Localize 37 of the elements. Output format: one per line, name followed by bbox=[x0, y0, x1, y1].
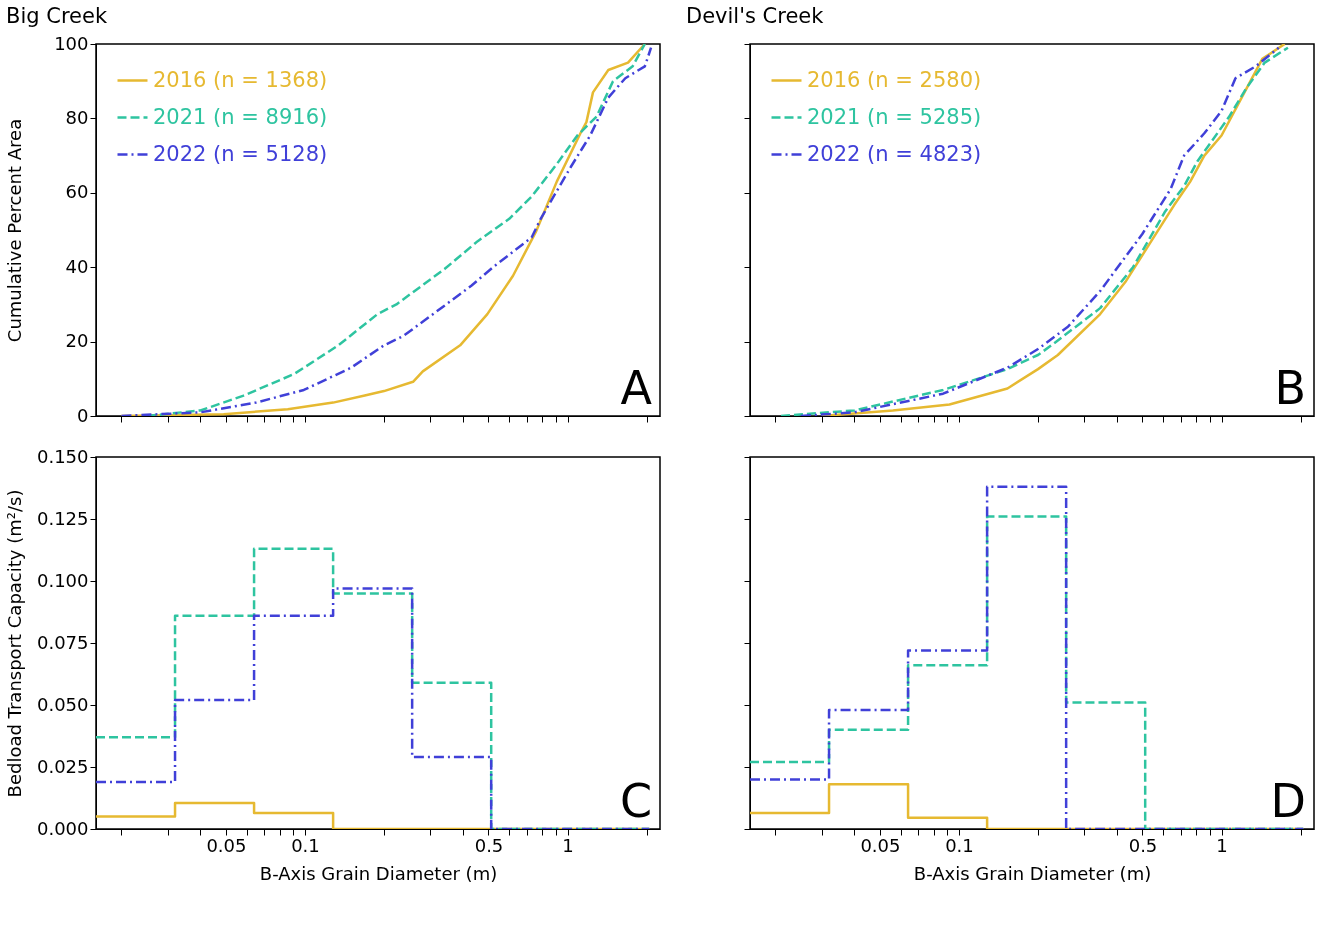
x-tick-label: 0.5 bbox=[1128, 834, 1158, 856]
y-tick-label: 0.100 bbox=[36, 569, 89, 591]
x-axis-title: B-Axis Grain Diameter (m) bbox=[913, 862, 1152, 884]
annotation: A bbox=[620, 361, 653, 415]
x-tick-label: 0.05 bbox=[860, 834, 901, 856]
x-axis-title: B-Axis Grain Diameter (m) bbox=[259, 862, 498, 884]
y-tick-label: 80 bbox=[65, 106, 89, 128]
legend-label: 2022 (n = 4823) bbox=[807, 141, 982, 166]
chart-title: Devil's Creek bbox=[686, 4, 825, 28]
y-tick-label: 0.025 bbox=[36, 755, 89, 777]
legend-label: 2022 (n = 5128) bbox=[153, 141, 328, 166]
y-axis-title: Bedload Transport Capacity (m²/s) bbox=[3, 489, 25, 798]
y-tick-label: 0.000 bbox=[36, 817, 89, 839]
chart-title: Big Creek bbox=[6, 4, 108, 28]
legend-label: 2016 (n = 2580) bbox=[807, 67, 982, 92]
legend-label: 2016 (n = 1368) bbox=[153, 67, 328, 92]
y-tick-label: 40 bbox=[65, 255, 89, 277]
x-tick-label: 0.1 bbox=[291, 834, 320, 856]
y-tick-label: 0 bbox=[77, 404, 89, 426]
y-tick-label: 0.125 bbox=[36, 507, 89, 529]
annotation: B bbox=[1274, 361, 1306, 415]
x-tick-label: 0.05 bbox=[206, 834, 247, 856]
legend-label: 2021 (n = 5285) bbox=[807, 104, 982, 129]
y-tick-label: 0.150 bbox=[36, 445, 89, 467]
y-tick-label: 0.075 bbox=[36, 631, 89, 653]
y-tick-label: 60 bbox=[65, 181, 89, 203]
annotation: C bbox=[619, 774, 652, 828]
y-tick-label: 100 bbox=[54, 32, 89, 54]
legend-label: 2021 (n = 8916) bbox=[153, 104, 328, 129]
x-tick-label: 1 bbox=[562, 834, 574, 856]
y-tick-label: 0.050 bbox=[36, 693, 89, 715]
y-axis-title: Cumulative Percent Area bbox=[3, 118, 25, 343]
x-tick-label: 0.5 bbox=[474, 834, 504, 856]
x-tick-label: 1 bbox=[1216, 834, 1228, 856]
y-tick-label: 20 bbox=[65, 330, 89, 352]
x-tick-label: 0.1 bbox=[945, 834, 974, 856]
annotation: D bbox=[1270, 774, 1306, 828]
